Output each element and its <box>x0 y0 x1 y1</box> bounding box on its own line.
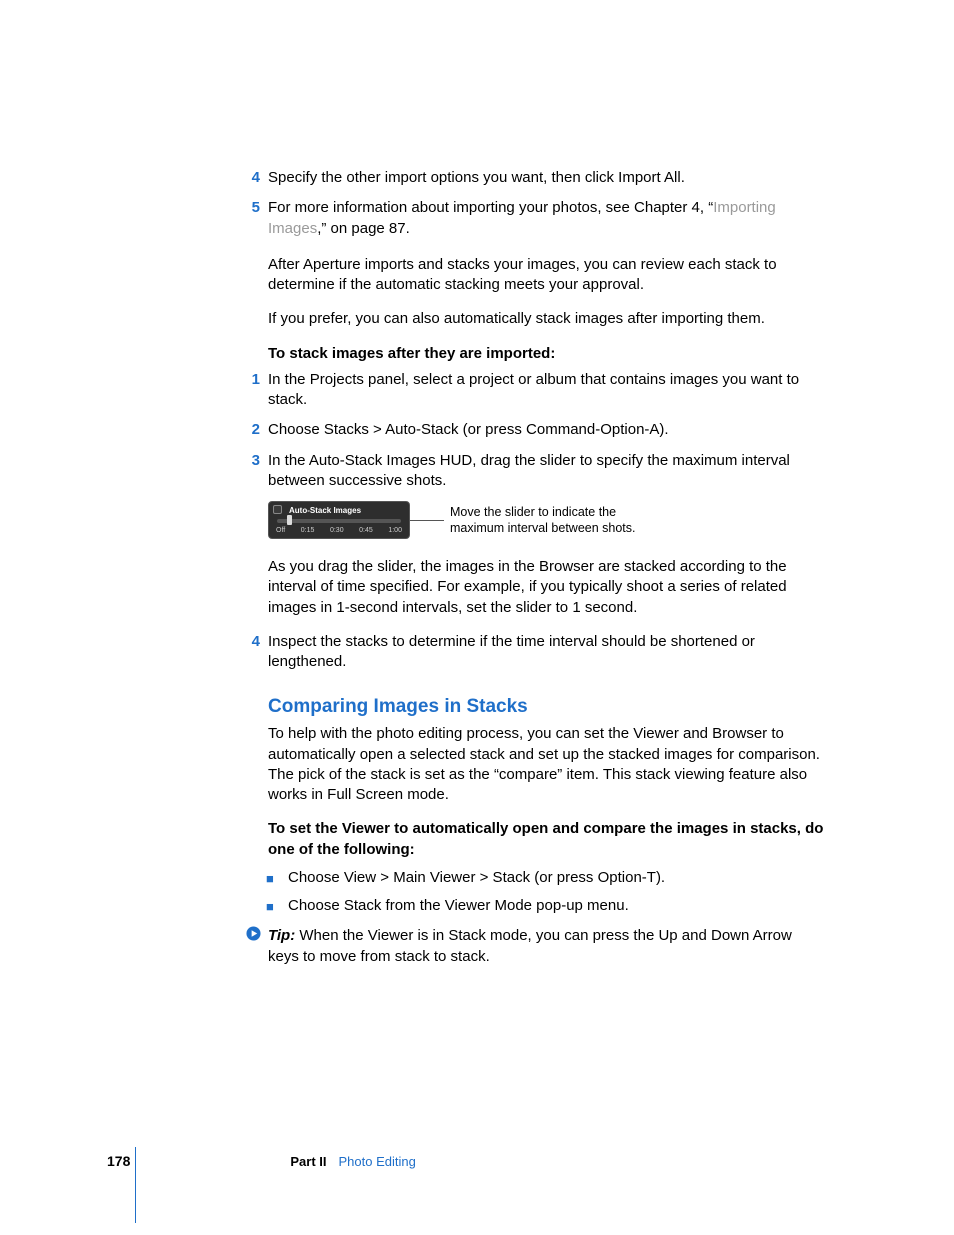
step-number: 5 <box>246 198 268 239</box>
bullet-icon: ■ <box>266 868 288 888</box>
figure-auto-stack-hud: Auto-Stack Images Off 0:15 0:30 0:45 1:0… <box>268 501 824 539</box>
step-item: 1 In the Projects panel, select a projec… <box>268 370 824 411</box>
footer-part-label: Part II <box>290 1154 326 1169</box>
bullet-text: Choose Stack from the Viewer Mode pop-up… <box>288 896 629 916</box>
step-text: For more information about importing you… <box>268 198 824 239</box>
procedure-heading: To stack images after they are imported: <box>268 344 824 364</box>
step-item: 4 Specify the other import options you w… <box>268 168 824 188</box>
tip-text: Tip: When the Viewer is in Stack mode, y… <box>268 926 824 967</box>
tip-body-text: When the Viewer is in Stack mode, you ca… <box>268 927 792 964</box>
tip-label: Tip: <box>268 927 295 944</box>
hud-slider-thumb <box>287 515 292 525</box>
procedure-heading: To set the Viewer to automatically open … <box>268 819 824 860</box>
body-paragraph: To help with the photo editing process, … <box>268 724 824 805</box>
step-text: In the Auto-Stack Images HUD, drag the s… <box>268 451 824 492</box>
step-text: Choose Stacks > Auto-Stack (or press Com… <box>268 420 824 440</box>
step-text: Inspect the stacks to determine if the t… <box>268 632 824 673</box>
step-number: 2 <box>246 420 268 440</box>
text-fragment: ,” on page 87. <box>317 220 410 237</box>
step-number: 1 <box>246 370 268 411</box>
tip-icon <box>246 926 268 967</box>
footer-rule <box>135 1147 136 1223</box>
footer-section-title: Photo Editing <box>338 1154 415 1169</box>
body-paragraph: After Aperture imports and stacks your i… <box>268 255 824 296</box>
auto-stack-hud: Auto-Stack Images Off 0:15 0:30 0:45 1:0… <box>268 501 410 539</box>
text-fragment: For more information about importing you… <box>268 199 713 216</box>
tick-label: Off <box>276 527 285 534</box>
step-item: 5 For more information about importing y… <box>268 198 824 239</box>
figure-callout: Move the slider to indicate the maximum … <box>450 504 660 537</box>
hud-slider-track <box>277 519 401 523</box>
tick-label: 1:00 <box>388 527 402 534</box>
step-item: 4 Inspect the stacks to determine if the… <box>268 632 824 673</box>
bullet-icon: ■ <box>266 896 288 916</box>
step-item: 2 Choose Stacks > Auto-Stack (or press C… <box>268 420 824 440</box>
tip-block: Tip: When the Viewer is in Stack mode, y… <box>268 926 824 967</box>
bullet-text: Choose View > Main Viewer > Stack (or pr… <box>288 868 665 888</box>
callout-leader-line <box>410 520 444 521</box>
tick-label: 0:30 <box>330 527 344 534</box>
page-number: 178 <box>107 1153 130 1169</box>
step-number: 3 <box>246 451 268 492</box>
close-icon <box>273 505 282 514</box>
tick-label: 0:45 <box>359 527 373 534</box>
step-text: In the Projects panel, select a project … <box>268 370 824 411</box>
body-paragraph: As you drag the slider, the images in th… <box>268 557 824 618</box>
step-number: 4 <box>246 168 268 188</box>
tick-label: 0:15 <box>301 527 315 534</box>
step-number: 4 <box>246 632 268 673</box>
page-footer: 178 Part II Photo Editing <box>0 1153 954 1169</box>
document-page: 4 Specify the other import options you w… <box>0 0 954 1235</box>
hud-tick-labels: Off 0:15 0:30 0:45 1:00 <box>275 527 403 534</box>
body-paragraph: If you prefer, you can also automaticall… <box>268 309 824 329</box>
bullet-item: ■ Choose View > Main Viewer > Stack (or … <box>268 868 824 888</box>
step-text: Specify the other import options you wan… <box>268 168 824 188</box>
section-heading: Comparing Images in Stacks <box>268 696 824 718</box>
bullet-item: ■ Choose Stack from the Viewer Mode pop-… <box>268 896 824 916</box>
step-item: 3 In the Auto-Stack Images HUD, drag the… <box>268 451 824 492</box>
hud-title: Auto-Stack Images <box>289 506 403 515</box>
